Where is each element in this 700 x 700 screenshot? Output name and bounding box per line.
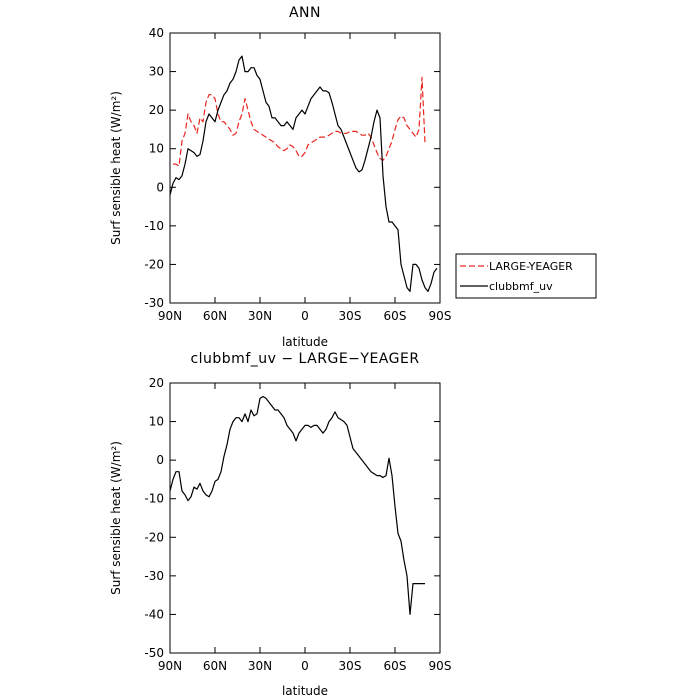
x-tick-label: 60S [384, 309, 407, 323]
bottom-x-axis-label: latitude [282, 684, 328, 698]
top-y-axis: -30 -20 -10 0 10 20 30 40 [144, 26, 440, 310]
x-tick-label: 60N [203, 309, 227, 323]
legend-label-clubbmf-uv: clubbmf_uv [489, 280, 553, 293]
x-tick-label: 30N [248, 659, 272, 673]
bottom-plot-frame [169, 382, 441, 654]
bottom-y-axis: -50 -40 -30 -20 -10 0 10 20 [144, 376, 440, 660]
y-tick-label: -20 [144, 257, 164, 271]
y-tick-label: 40 [149, 26, 164, 40]
x-tick-label: 60N [203, 659, 227, 673]
bottom-chart-title: clubbmf_uv − LARGE−YEAGER [190, 351, 419, 367]
top-x-axis-label: latitude [282, 335, 328, 349]
y-tick-label: -10 [144, 492, 164, 506]
y-tick-label: -10 [144, 219, 164, 233]
y-tick-label: 20 [149, 376, 164, 390]
series-line-difference [169, 395, 425, 616]
legend-label-large-yeager: LARGE-YEAGER [489, 260, 573, 273]
y-tick-label: 20 [149, 103, 164, 117]
x-tick-label: 30S [339, 309, 362, 323]
x-tick-label: 0 [301, 309, 309, 323]
x-tick-label: 30N [248, 309, 272, 323]
bottom-x-axis: 90N 60N 30N 0 30S 60S 90S [158, 383, 452, 673]
top-y-axis-label: Surf sensible heat (W/m²) [109, 91, 123, 245]
x-tick-label: 90N [158, 659, 182, 673]
y-tick-label: -50 [144, 646, 164, 660]
bottom-series-group [169, 395, 425, 616]
y-tick-label: 30 [149, 65, 164, 79]
x-tick-label: 90N [158, 309, 182, 323]
bottom-y-axis-label: Surf sensible heat (W/m²) [109, 441, 123, 595]
y-tick-label: -40 [144, 607, 164, 621]
legend-box [455, 253, 597, 299]
y-tick-label: -20 [144, 530, 164, 544]
x-tick-label: 60S [384, 659, 407, 673]
y-tick-label: -30 [144, 296, 164, 310]
top-x-axis: 90N 60N 30N 0 30S 60S 90S [158, 33, 452, 323]
y-tick-label: 0 [156, 180, 164, 194]
x-tick-label: 90S [429, 309, 452, 323]
y-tick-label: 10 [149, 415, 164, 429]
x-tick-label: 30S [339, 659, 362, 673]
y-tick-label: -30 [144, 569, 164, 583]
series-line-clubbmf-uv [169, 55, 438, 292]
y-tick-label: 10 [149, 142, 164, 156]
legend: LARGE-YEAGER clubbmf_uv [455, 253, 597, 299]
series-line-large-yeager [173, 76, 426, 167]
top-plot-frame [169, 32, 441, 304]
top-series-group [169, 55, 438, 292]
y-tick-label: 0 [156, 453, 164, 467]
bottom-panel: clubbmf_uv − LARGE−YEAGER -50 -40 -30 -20 -1… [109, 351, 451, 698]
x-tick-label: 0 [301, 659, 309, 673]
x-tick-label: 90S [429, 659, 452, 673]
top-chart-title: ANN [289, 5, 321, 21]
